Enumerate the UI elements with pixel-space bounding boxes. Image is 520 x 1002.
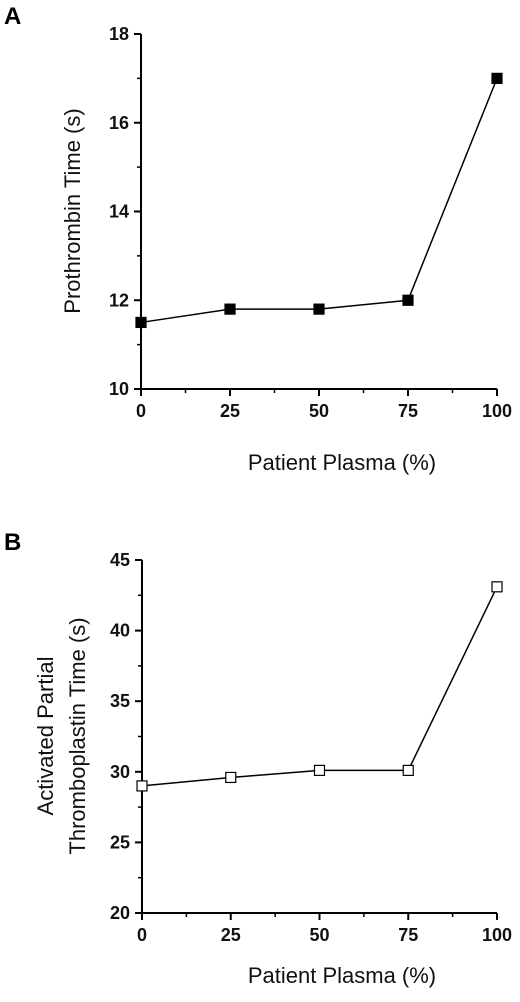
panel-b-y-tick-label: 20: [110, 903, 130, 923]
panel-a-y-axis-title: Prothrombin Time (s): [60, 108, 85, 313]
panel-b-x-tick-label: 100: [482, 925, 512, 945]
panel-b-y-axis-title-line-1: Activated Partial: [33, 657, 58, 816]
panel-a-y-tick-label: 16: [109, 113, 129, 133]
panel-b-chart: B Patient Plasma (%) Activated Partial T…: [4, 529, 512, 988]
panel-b-x-tick-label: 50: [309, 925, 329, 945]
panel-a-x-tick-label: 0: [136, 401, 146, 421]
panel-b-series-line: [141, 586, 498, 787]
panel-b-data-point: [402, 764, 414, 776]
panel-a-data-point: [402, 294, 414, 306]
panel-b-x-axis-title: Patient Plasma (%): [248, 963, 436, 988]
panel-b-y-axis-title-line-2: Thromboplastin Time (s): [65, 617, 90, 854]
panel-b-data-point: [136, 780, 148, 792]
panel-b-data-point: [491, 581, 503, 593]
panel-a-letter: A: [4, 3, 21, 30]
panel-a-data-point: [135, 316, 147, 329]
panel-a-y-tick-label: 10: [109, 379, 129, 399]
panel-a-y-tick-label: 12: [109, 290, 129, 310]
panel-b-y-tick-label: 45: [110, 550, 130, 570]
panel-b-x-tick-label: 0: [137, 925, 147, 945]
panel-a-x-tick-label: 75: [398, 401, 418, 421]
panel-b-y-tick-label: 40: [110, 621, 130, 641]
panel-a-y-tick-label: 14: [109, 202, 129, 222]
panel-b-x-tick-label: 75: [398, 925, 418, 945]
panel-a-data-point: [491, 72, 503, 84]
panel-a-x-tick-label: 50: [309, 401, 329, 421]
panel-a-x-axis-title: Patient Plasma (%): [248, 450, 436, 475]
panel-a-series-line: [140, 78, 498, 324]
panel-b-y-tick-label: 25: [110, 832, 130, 852]
panel-a-data-point: [224, 303, 236, 315]
panel-a-x-tick-label: 100: [482, 401, 512, 421]
panel-b-letter: B: [4, 529, 21, 556]
panel-b-y-tick-label: 35: [110, 691, 130, 711]
panel-a-y-tick-label: 18: [109, 24, 129, 44]
panel-b-data-point: [313, 764, 326, 776]
panel-a-chart: A Patient Plasma (%) Prothrombin Time (s…: [4, 3, 512, 475]
panel-b-data-point: [225, 771, 237, 784]
panel-a-x-tick-label: 25: [220, 401, 240, 421]
panel-a-data-point: [313, 303, 325, 315]
panel-b-y-tick-label: 30: [110, 762, 130, 782]
panel-b-x-tick-label: 25: [221, 925, 241, 945]
